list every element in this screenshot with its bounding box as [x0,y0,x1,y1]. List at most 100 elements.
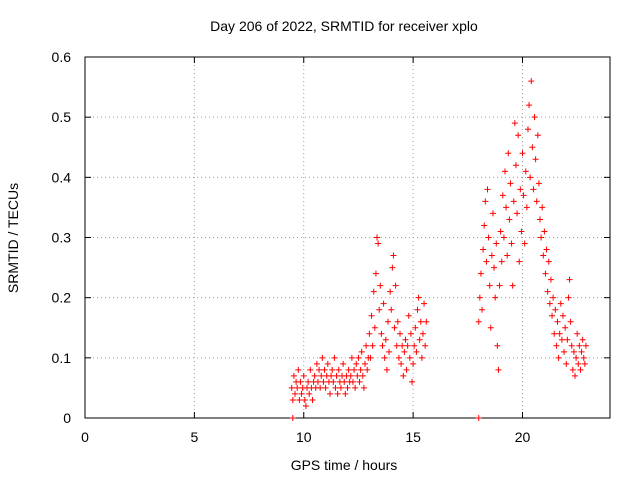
data-point [381,354,388,361]
data-point [404,342,411,349]
data-point [520,192,527,199]
data-point [340,360,347,367]
data-point [318,372,325,379]
data-point [512,162,519,169]
data-point [543,246,550,253]
data-point [333,372,340,379]
data-point [380,300,387,307]
data-point [402,336,409,343]
data-point [321,366,328,373]
data-point [573,354,580,361]
data-point [579,336,586,343]
data-point [394,318,401,325]
data-point [555,354,562,361]
data-point [328,372,335,379]
data-point [412,324,419,331]
data-point [314,378,321,385]
data-point [533,198,540,205]
data-point [419,330,426,337]
data-point [386,348,393,355]
data-point [546,300,553,307]
data-point [397,330,403,337]
data-point [485,234,492,241]
data-point [578,348,585,355]
data-point [517,186,524,193]
data-point [558,336,565,343]
data-point [480,246,487,253]
axis-ticks: 0 0.1 0.2 0.3 0.4 0.5 0.6 0 5 10 15 20 [52,49,610,445]
data-point [531,114,538,121]
x-tick-label: 5 [190,429,198,445]
data-point [418,354,425,361]
data-point [542,270,549,277]
data-point [297,378,304,385]
data-point [551,330,558,337]
data-point [372,270,379,277]
data-point [289,396,296,403]
data-point [342,390,349,397]
data-point [477,270,484,277]
y-tick-label: 0.5 [52,109,72,125]
data-point [382,336,389,343]
data-point [375,240,382,247]
chart-title: Day 206 of 2022, SRMTID for receiver xpl… [210,18,478,34]
data-point [557,300,564,307]
data-point [376,306,383,313]
data-point [301,396,308,403]
data-point [552,306,559,313]
plot-frame [84,56,611,419]
data-point [344,384,351,391]
data-point [290,372,297,379]
data-point [504,252,511,259]
x-tick-label: 10 [296,429,312,445]
data-point [479,306,486,313]
data-point [302,402,309,409]
data-point [292,390,298,397]
data-point [294,384,301,391]
data-point [538,234,545,241]
data-point [570,348,577,355]
data-point [417,318,424,325]
data-point [534,132,541,139]
data-point [580,354,587,361]
data-point [407,330,414,337]
data-point [582,342,589,349]
data-point [369,342,376,349]
data-point [568,342,575,349]
data-point [576,342,583,349]
data-point [561,348,568,355]
data-point [575,360,582,367]
y-tick-label: 0.2 [52,290,72,306]
data-point [556,330,563,337]
data-point [500,234,507,241]
data-point [487,324,494,331]
y-axis-label: SRMTID / TECUs [5,183,21,293]
data-point [540,252,547,259]
data-point [390,252,397,259]
data-point [566,276,573,283]
data-point [493,240,500,247]
data-point [379,342,386,349]
data-point [353,360,360,367]
x-tick-label: 20 [515,429,531,445]
data-point [413,348,420,355]
data-point [527,174,534,181]
data-point [363,342,370,349]
data-point [384,318,391,325]
data-point [313,360,320,367]
data-point [511,120,518,127]
data-point [295,366,302,373]
data-point [559,312,566,319]
data-point [345,366,352,373]
data-point [481,222,488,229]
data-point [509,282,516,289]
data-point [309,396,316,403]
data-point [305,378,312,385]
data-point [327,390,333,397]
data-point [535,180,542,187]
data-point [356,378,363,385]
data-point [475,415,482,421]
data-point [483,258,490,265]
data-point [405,312,412,319]
data-point [359,372,366,379]
